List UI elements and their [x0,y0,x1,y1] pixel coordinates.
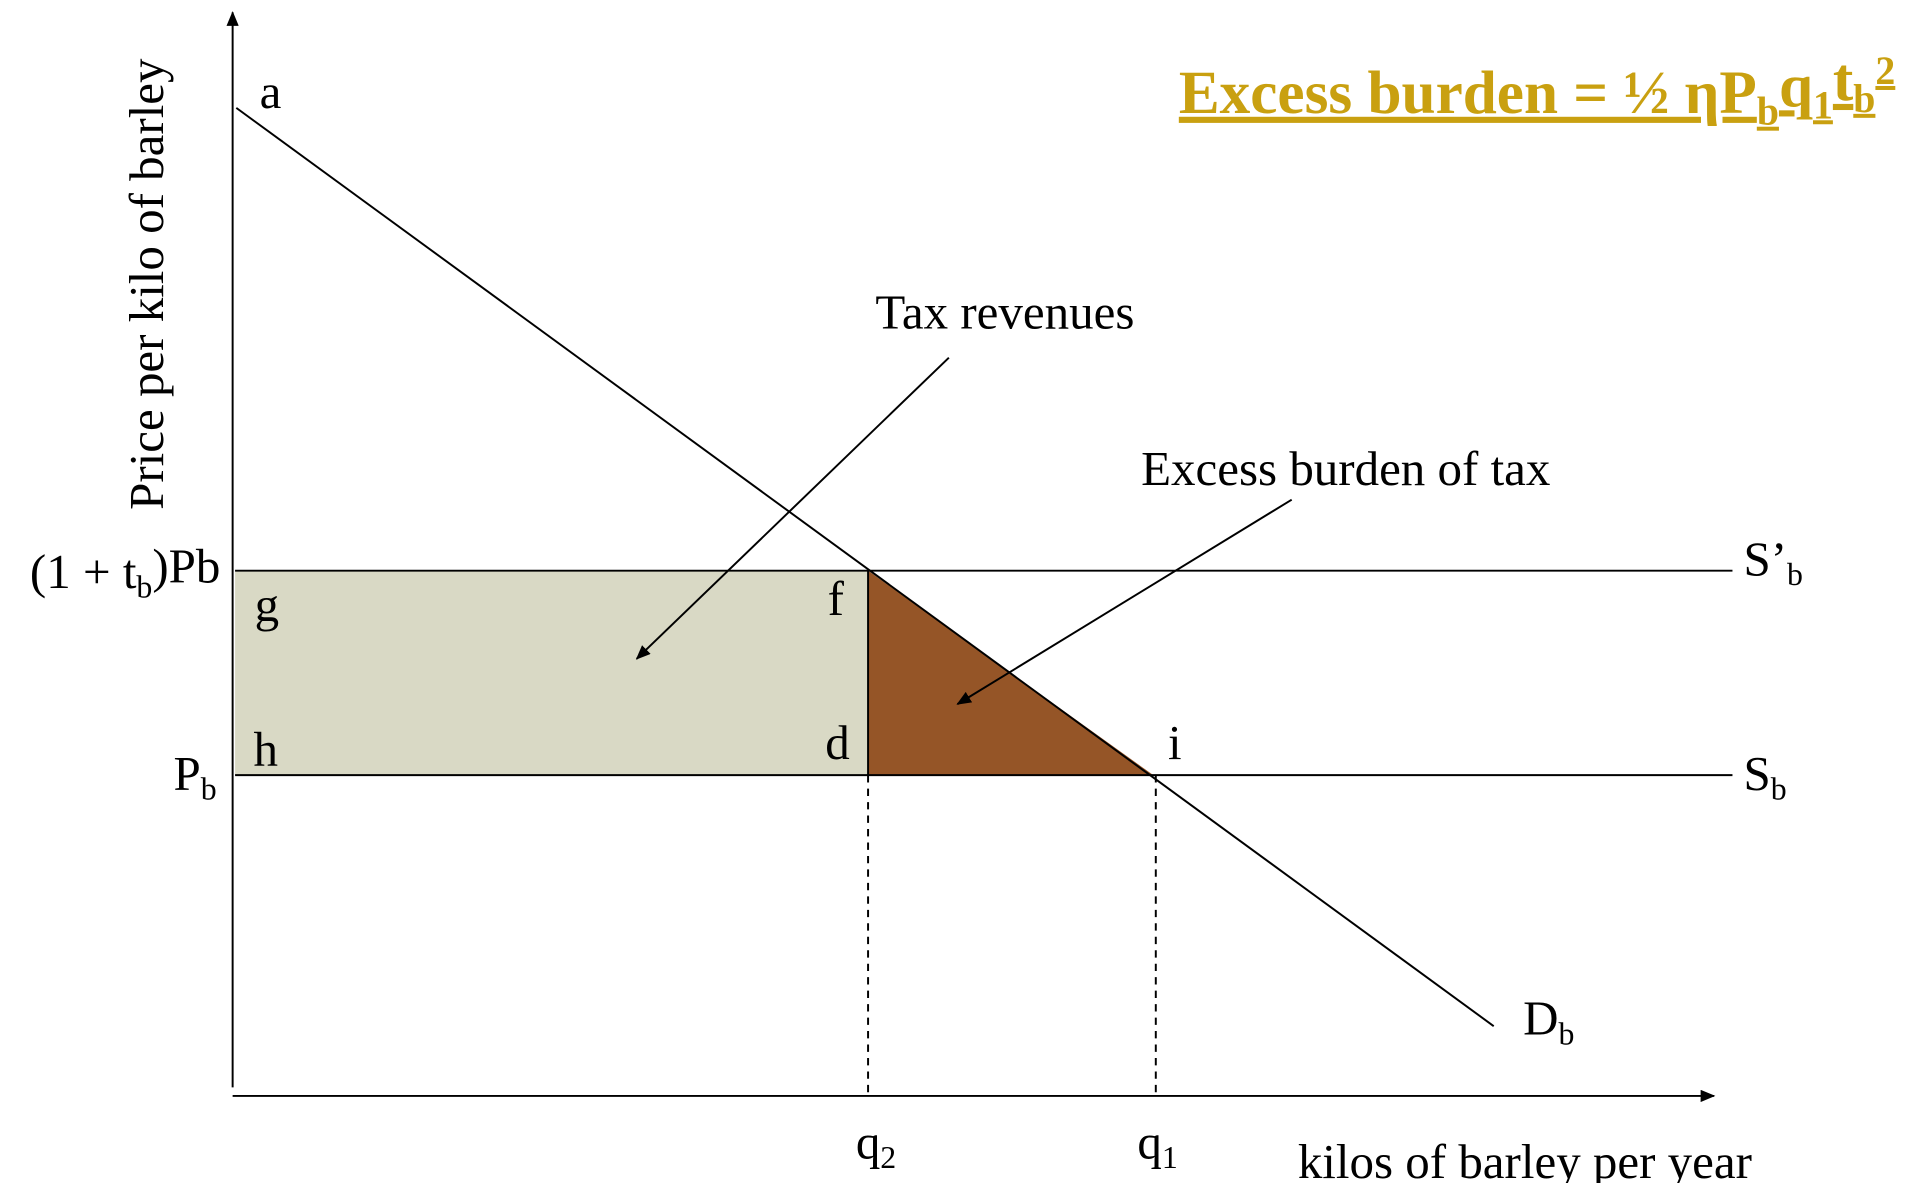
text-part: S’ [1743,532,1787,587]
point-label: h [253,721,277,776]
subscript: b [1757,90,1779,134]
excess-burden-arrow [956,498,1293,705]
annotation: Tax revenues [875,284,1134,339]
price-label: (1 + tb)Pb [30,539,220,605]
text-part: Excess burden = ½ ηP [1179,59,1757,127]
quantity-label: q2 [856,1114,896,1175]
point-label: d [825,715,849,770]
text-part: q [1137,1114,1161,1169]
text-part: (1 + t [30,544,137,599]
subscript: 2 [880,1140,896,1175]
tax-revenue-area [235,570,869,776]
text-part: t [1833,46,1854,114]
annotation: Excess burden of tax [1141,441,1550,496]
curve-label: S’b [1743,532,1802,593]
text-part: q [856,1114,880,1169]
subscript: 1 [1813,83,1833,127]
subscript: b [201,771,217,806]
tax-revenue-arrow [635,356,950,660]
subscript: b [1558,1016,1574,1051]
subscript: b [1787,557,1803,592]
text-part: D [1523,991,1558,1046]
point-label: g [255,577,279,632]
price-label: Pb [174,746,217,807]
demand-curve [235,107,1495,1027]
superscript: 2 [1875,49,1895,93]
y-axis-label: Price per kilo of barley [119,58,174,510]
curve-label: Sb [1743,746,1786,807]
curve-label: Db [1523,991,1574,1052]
subscript: b [1771,771,1787,806]
point-label: f [828,571,845,626]
subscript: 1 [1162,1140,1178,1175]
text-part: S [1743,746,1770,801]
title: Excess burden = ½ ηPbq1tb2 [1179,46,1895,134]
point-label: i [1168,715,1182,770]
subscript: b [136,569,152,604]
text-part: )Pb [152,539,220,594]
point-label: a [260,64,282,119]
subscript: b [1853,77,1875,121]
text-part: q [1779,52,1813,120]
x-axis-label: kilos of barley per year [1298,1134,1752,1183]
text-part: P [174,746,201,801]
quantity-label: q1 [1137,1114,1177,1175]
